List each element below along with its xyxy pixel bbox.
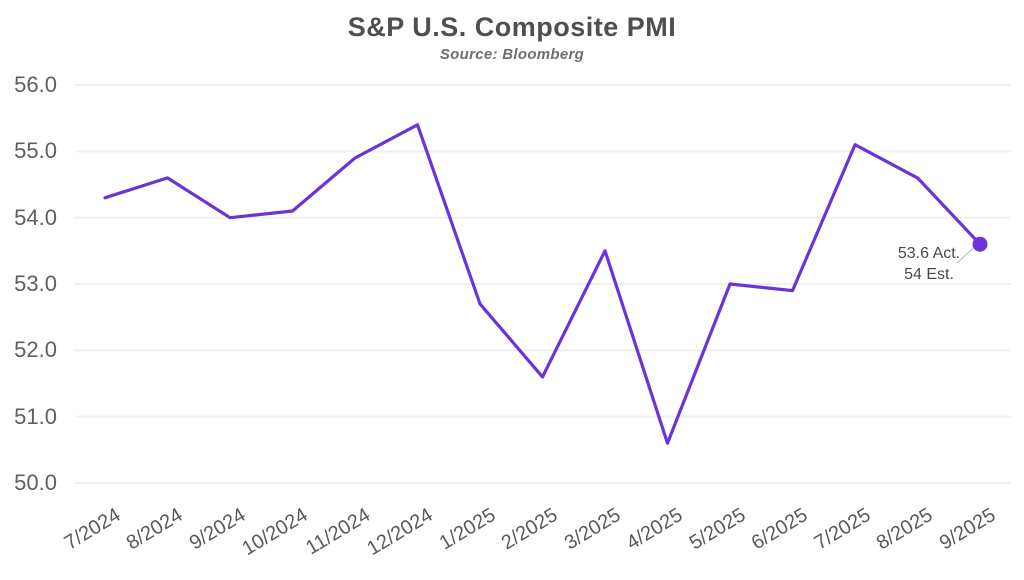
pmi-line-series [103, 123, 982, 445]
y-axis-label: 54.0 [14, 204, 57, 230]
y-axis-label: 50.0 [14, 470, 57, 495]
chart-subtitle: Source: Bloomberg [439, 46, 585, 63]
y-axis-label: 52.0 [14, 337, 57, 363]
last-point-marker [972, 236, 988, 252]
annotation-actual-value: 53.6 Act. [897, 245, 961, 262]
y-axis-label: 51.0 [14, 403, 57, 429]
y-axis-label: 56.0 [14, 72, 57, 97]
annotation-estimate-value: 54 Est. [904, 266, 954, 283]
last-point-annotation: 53.6 Act. 54 Est. [862, 243, 996, 285]
annotation-leader-line [956, 247, 974, 264]
y-axis-label: 55.0 [14, 138, 57, 164]
y-axis-label: 53.0 [14, 271, 57, 296]
chart-title: S&P U.S. Composite PMI [347, 12, 677, 42]
